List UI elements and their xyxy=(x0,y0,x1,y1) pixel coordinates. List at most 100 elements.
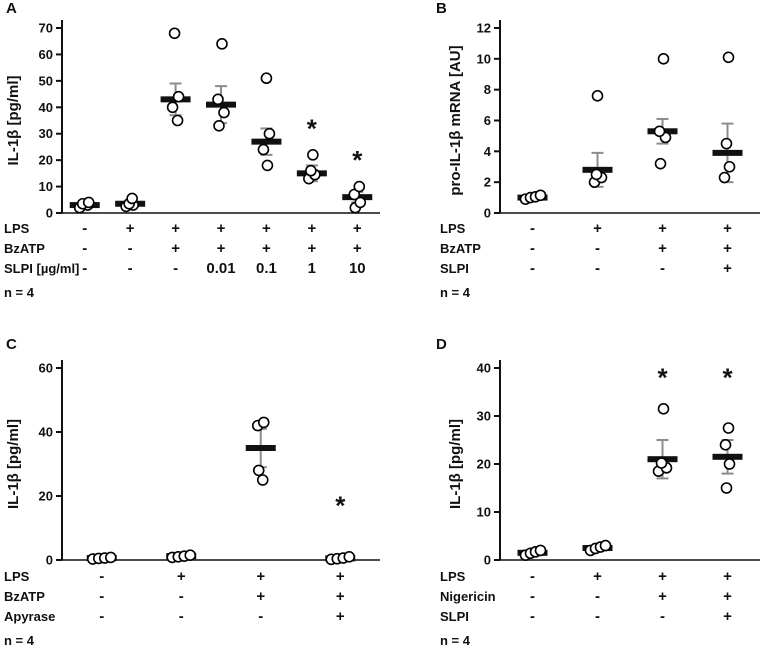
treatment-value: - xyxy=(660,608,665,625)
treatment-value: - xyxy=(530,588,535,605)
treatment-value: + xyxy=(171,220,180,237)
treatment-value: + xyxy=(262,220,271,237)
y-tick-label: 20 xyxy=(39,489,53,504)
data-point xyxy=(168,27,181,40)
treatment-value: + xyxy=(658,220,667,237)
y-tick-label: 2 xyxy=(484,175,491,190)
treatment-value: - xyxy=(82,220,87,237)
data-point xyxy=(252,464,265,477)
treatment-value: + xyxy=(262,240,271,257)
data-point xyxy=(260,72,273,85)
y-axis-title: IL-1β [pg/ml] xyxy=(5,419,22,509)
treatment-value: + xyxy=(658,568,667,585)
data-point xyxy=(653,125,666,138)
n-label: n = 4 xyxy=(440,285,471,300)
treatment-value: - xyxy=(530,240,535,257)
treatment-value: + xyxy=(177,568,186,585)
data-point xyxy=(261,159,274,172)
treatment-value: + xyxy=(353,240,362,257)
significance-asterisk: * xyxy=(352,145,363,175)
treatment-value: - xyxy=(99,588,104,605)
treatment-value: - xyxy=(179,608,184,625)
treatment-value: 0.1 xyxy=(256,260,277,277)
panel-label-b: B xyxy=(436,0,447,17)
mean-bar xyxy=(251,138,282,145)
treatment-row-label: Nigericin xyxy=(440,589,496,604)
panel-a: A 0 10 20 30 40 50 60 70 IL-1β [pg/ml] * * LPS - + + + +… xyxy=(0,0,386,325)
treatment-value: - xyxy=(99,608,104,625)
significance-asterisk: * xyxy=(722,363,733,393)
data-point xyxy=(722,51,735,64)
significance-asterisk: * xyxy=(335,491,346,521)
y-tick-label: 60 xyxy=(39,47,53,62)
treatment-value: + xyxy=(217,220,226,237)
y-tick-label: 6 xyxy=(484,113,491,128)
treatment-value: - xyxy=(595,240,600,257)
data-point xyxy=(305,164,317,177)
panel-b-chart: 0 2 4 6 8 10 12 pro-IL-1β mRNA [AU] LPS - + + + BzATP… xyxy=(440,20,760,300)
panel-b: B 0 2 4 6 8 10 12 pro-IL-1β mRNA [AU] LPS - + + + BzA… xyxy=(420,0,772,325)
treatment-value: - xyxy=(595,608,600,625)
treatment-value: + xyxy=(256,588,265,605)
data-point xyxy=(657,403,670,415)
data-point xyxy=(353,180,366,193)
treatment-value: + xyxy=(658,240,667,257)
mean-bar xyxy=(712,149,743,156)
y-tick-label: 0 xyxy=(484,206,491,221)
treatment-value: + xyxy=(723,588,732,605)
y-tick-label: 20 xyxy=(477,457,491,472)
data-point xyxy=(166,101,179,114)
data-point xyxy=(534,189,547,202)
mean-bar xyxy=(206,101,236,108)
data-point xyxy=(82,196,95,209)
data-point xyxy=(213,119,225,132)
y-axis-title: IL-1β [pg/ml] xyxy=(447,419,464,509)
n-label: n = 4 xyxy=(440,633,471,648)
y-tick-label: 10 xyxy=(477,505,491,520)
panel-c: C 0 20 40 60 IL-1β [pg/ml] * LPS - + + + BzATP - - + + A… xyxy=(0,326,386,651)
data-point xyxy=(718,171,731,184)
treatment-row-label: LPS xyxy=(4,569,30,584)
treatment-value: + xyxy=(723,260,732,277)
panel-label-a: A xyxy=(6,0,17,17)
data-point xyxy=(218,106,230,119)
treatment-value: + xyxy=(336,588,345,605)
treatment-row-label: Apyrase xyxy=(4,609,55,624)
y-tick-label: 40 xyxy=(39,100,53,115)
treatment-value: - xyxy=(595,588,600,605)
treatment-value: + xyxy=(593,568,602,585)
data-point xyxy=(212,93,224,106)
data-point xyxy=(104,551,117,564)
y-tick-label: 30 xyxy=(39,126,53,141)
y-axis-title: IL-1β [pg/ml] xyxy=(5,76,22,166)
data-point xyxy=(599,539,612,552)
y-tick-label: 0 xyxy=(46,553,53,568)
treatment-row-label: SLPI xyxy=(440,261,469,276)
data-point xyxy=(591,90,604,102)
y-tick-label: 0 xyxy=(46,206,53,221)
treatment-value: 1 xyxy=(308,260,316,277)
treatment-value: - xyxy=(530,220,535,237)
treatment-value: 0.01 xyxy=(206,260,235,277)
treatment-value: + xyxy=(307,220,316,237)
treatment-value: + xyxy=(336,568,345,585)
y-tick-label: 40 xyxy=(477,361,491,376)
treatment-value: - xyxy=(595,260,600,277)
data-point xyxy=(126,192,138,205)
treatment-row-label: LPS xyxy=(440,569,466,584)
treatment-value: + xyxy=(723,240,732,257)
treatment-value: - xyxy=(530,260,535,277)
treatment-value: - xyxy=(128,240,133,257)
panel-a-chart: 0 10 20 30 40 50 60 70 IL-1β [pg/ml] * * LPS - + + + + + +… xyxy=(4,20,380,300)
y-tick-label: 8 xyxy=(484,82,491,97)
panel-label-c: C xyxy=(6,336,17,353)
data-point xyxy=(657,53,670,65)
treatment-value: + xyxy=(307,240,316,257)
treatment-row-label: LPS xyxy=(4,221,30,236)
treatment-value: + xyxy=(353,220,362,237)
n-label: n = 4 xyxy=(4,633,35,648)
treatment-value: - xyxy=(82,240,87,257)
panel-c-chart: 0 20 40 60 IL-1β [pg/ml] * LPS - + + + BzATP - - + + Apy… xyxy=(4,360,380,648)
data-point xyxy=(723,160,736,173)
treatment-value: + xyxy=(723,220,732,237)
